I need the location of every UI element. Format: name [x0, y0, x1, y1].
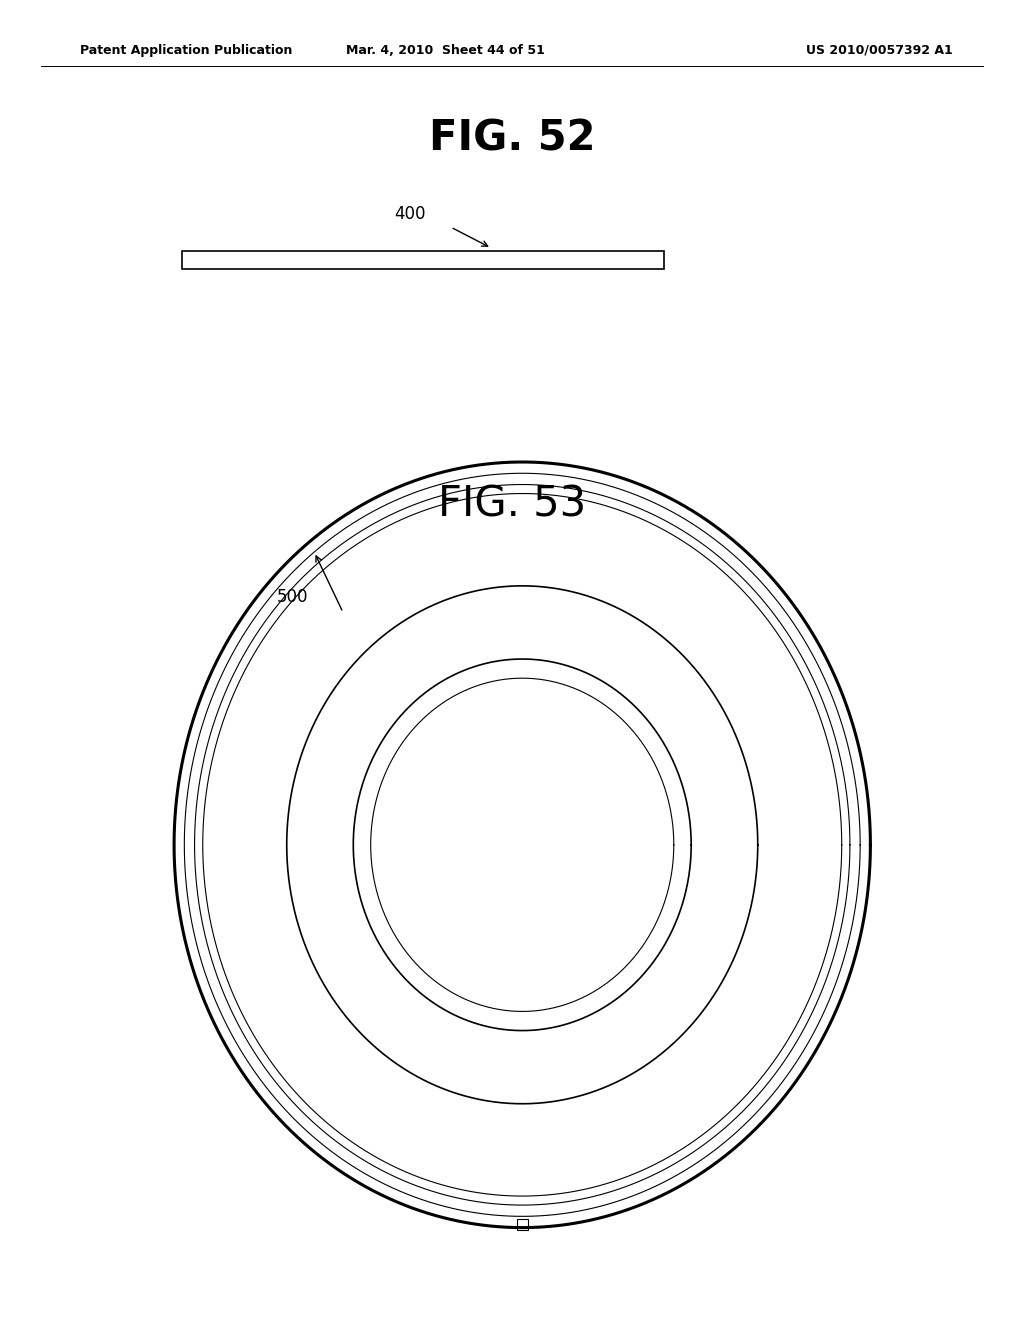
Text: Mar. 4, 2010  Sheet 44 of 51: Mar. 4, 2010 Sheet 44 of 51: [346, 44, 545, 57]
Text: FIG. 52: FIG. 52: [429, 117, 595, 160]
Text: 500: 500: [276, 587, 308, 606]
Bar: [517, 1220, 528, 1230]
Text: FIG. 53: FIG. 53: [438, 483, 586, 525]
Bar: [182, 251, 664, 269]
Text: Patent Application Publication: Patent Application Publication: [80, 44, 292, 57]
Text: US 2010/0057392 A1: US 2010/0057392 A1: [806, 44, 952, 57]
Text: 400: 400: [394, 205, 426, 223]
